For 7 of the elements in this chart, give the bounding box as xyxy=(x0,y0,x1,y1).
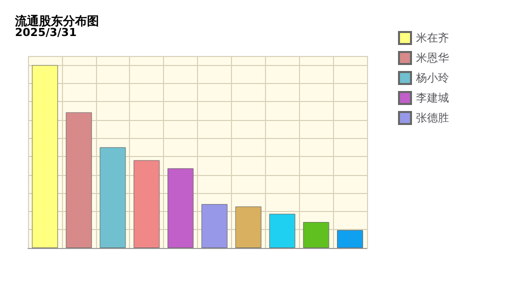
legend-label: 李建城 xyxy=(416,92,449,104)
legend-label: 米在齐 xyxy=(416,32,449,44)
legend-label: 杨小玲 xyxy=(415,72,449,84)
legend-label: 米恩华 xyxy=(416,52,449,64)
chart-subtitle: 2025/3/31 xyxy=(15,26,77,39)
legend-label: 张德胜 xyxy=(416,112,449,124)
chart-title: 流通股东分布图 xyxy=(14,14,99,28)
